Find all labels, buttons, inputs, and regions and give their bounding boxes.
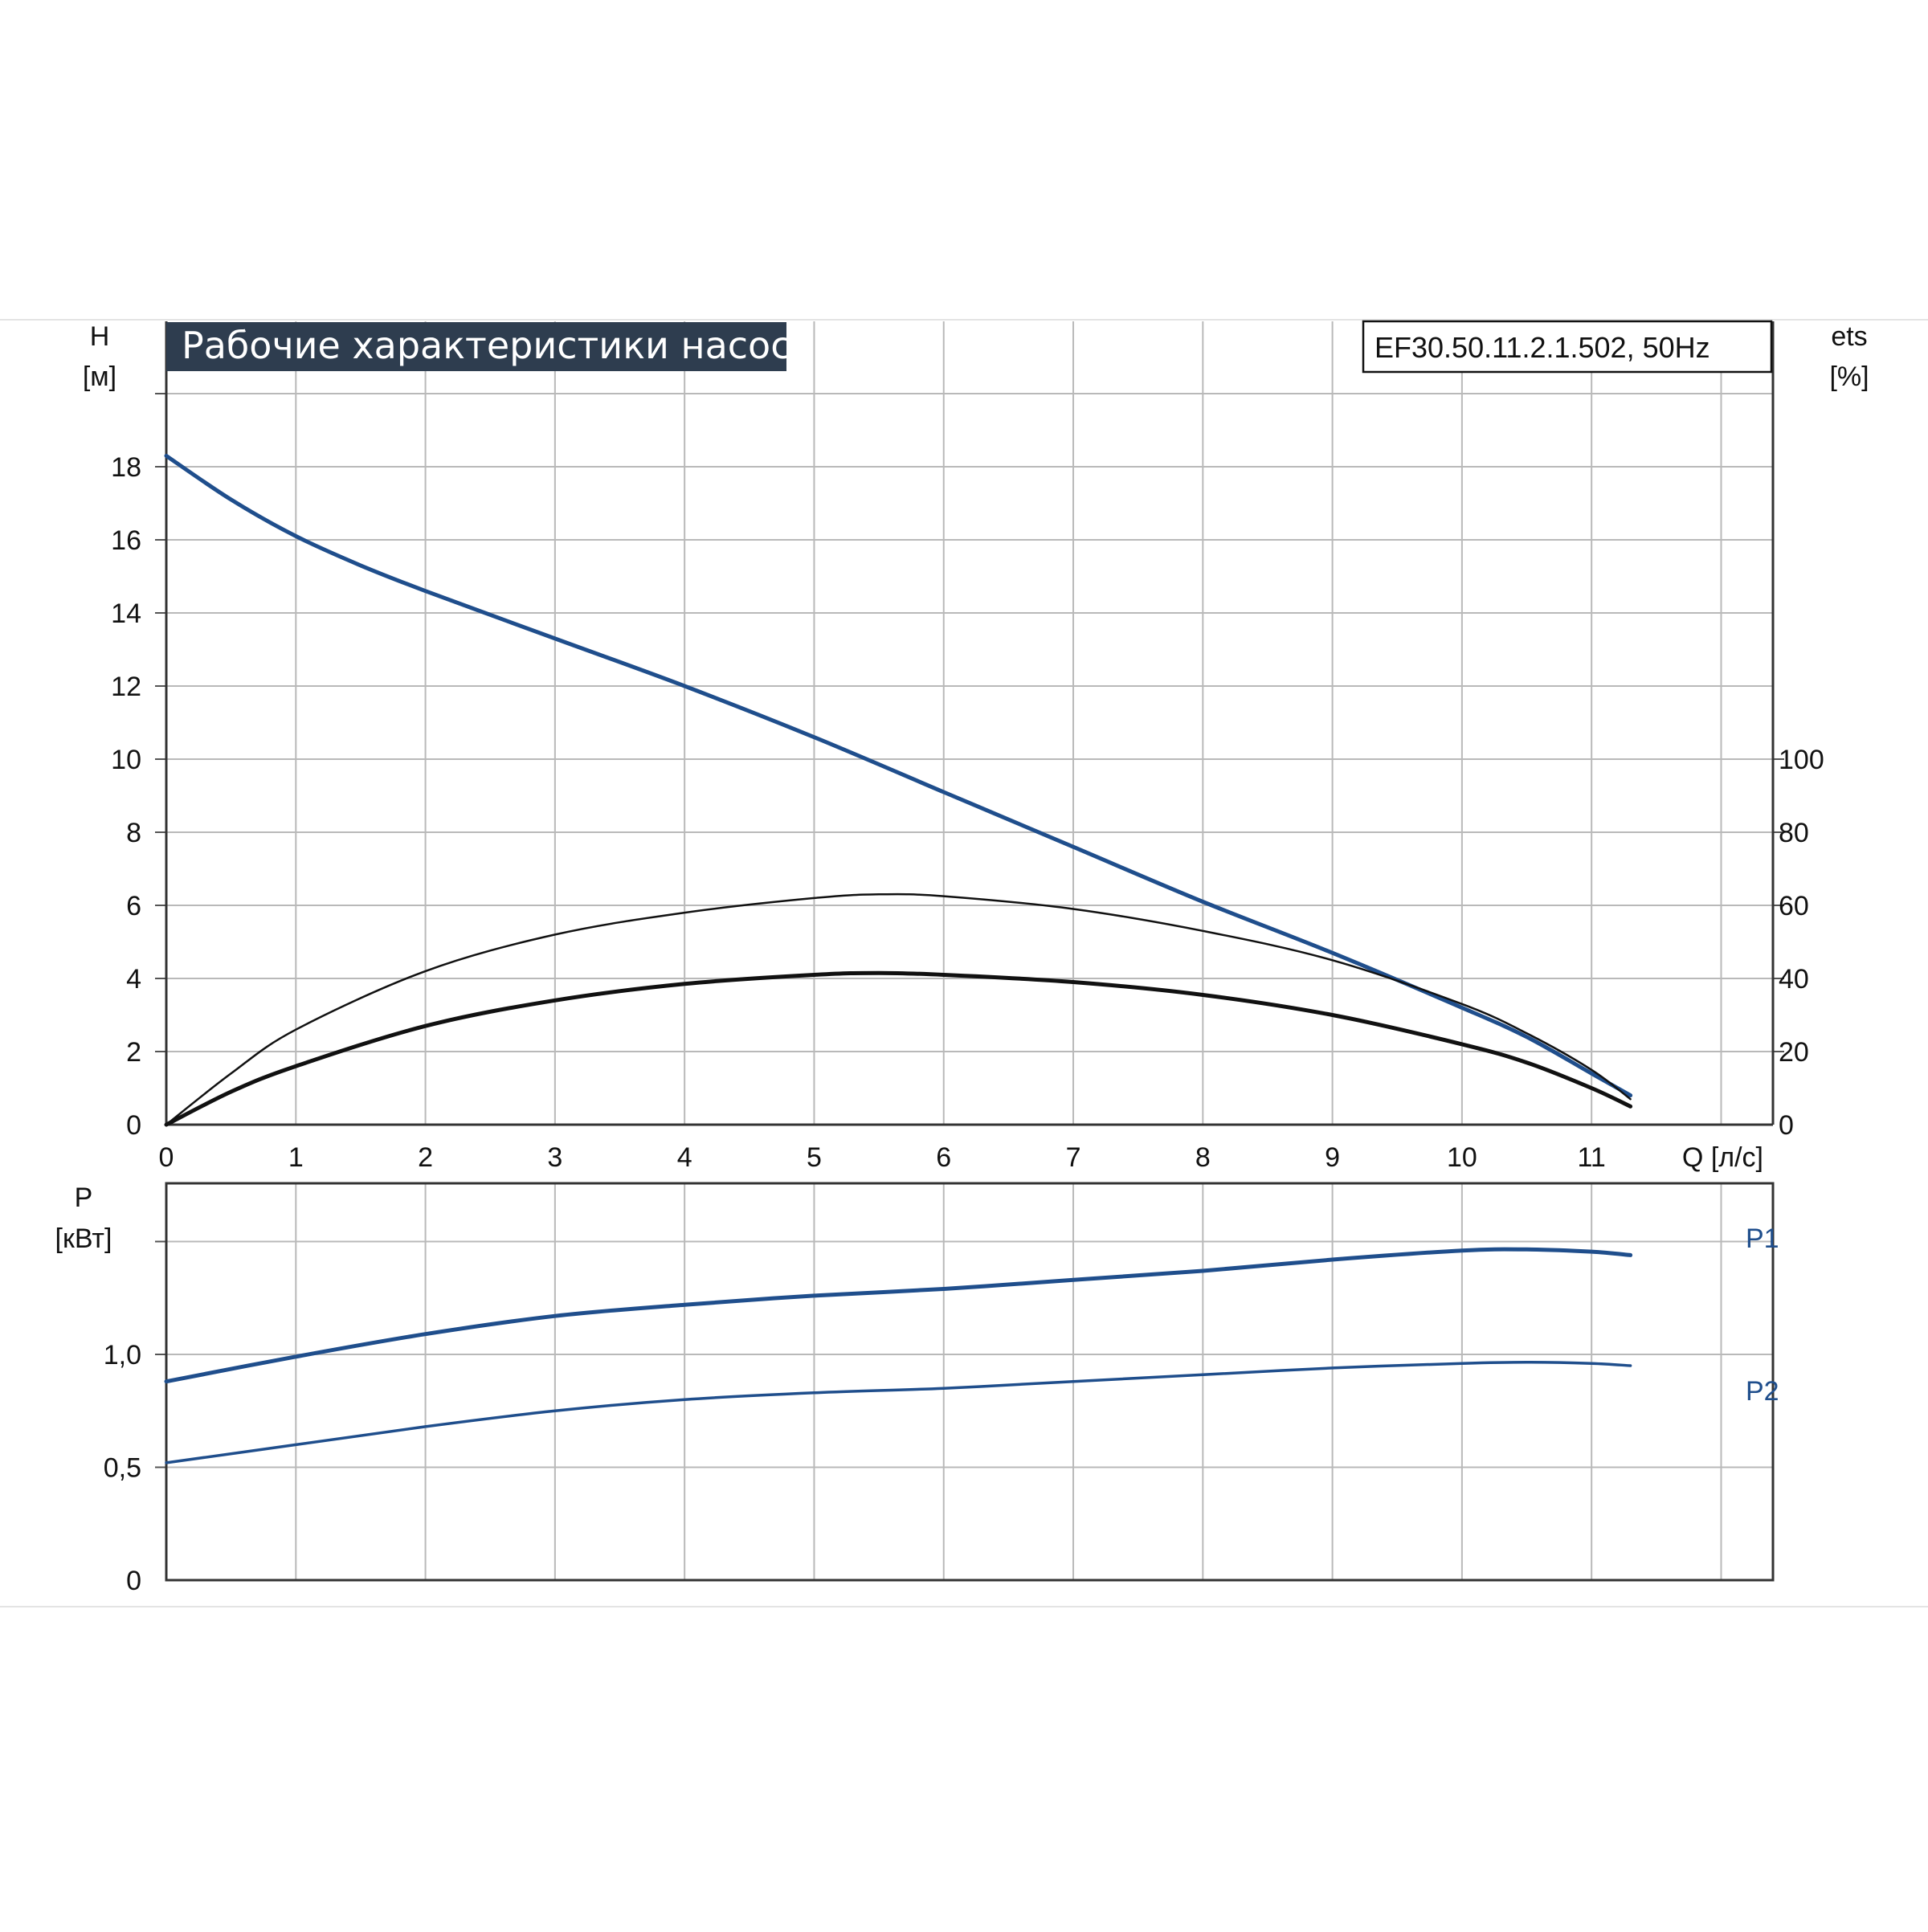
head-efficiency-grid	[155, 321, 1784, 1125]
chart-title: Рабочие характеристики насоса	[182, 324, 814, 367]
left-y-tick-label: 10	[111, 745, 141, 775]
right-y-tick-label: 80	[1779, 818, 1809, 848]
left-y-tick-label: 2	[126, 1037, 141, 1068]
x-tick-label: 7	[1066, 1142, 1081, 1173]
left-y-tick-label: 12	[111, 672, 141, 702]
power-y-tick-label: 0,5	[104, 1453, 141, 1484]
power-series	[164, 1247, 1633, 1464]
right-y-tick-label: 0	[1779, 1110, 1794, 1141]
left-y-tick-label: 8	[126, 818, 141, 848]
series-label-p1: P1	[1746, 1223, 1779, 1254]
left-y-tick-label: 14	[111, 598, 141, 629]
left-axis-title-symbol: H	[90, 321, 110, 352]
series-label-p2: P2	[1746, 1376, 1779, 1407]
power-curve-p1	[164, 1247, 1633, 1384]
x-tick-label: 6	[936, 1142, 951, 1173]
power-grid	[155, 1183, 1773, 1580]
efficiency-curve-lower	[164, 970, 1633, 1127]
power-y-tick-label: 0	[126, 1566, 141, 1596]
x-tick-label: 2	[418, 1142, 433, 1173]
x-tick-label: 8	[1195, 1142, 1211, 1173]
x-tick-label: 1	[288, 1142, 304, 1173]
x-tick-labels: 0 1 2 3 4 5 6 7 8 9 10 11	[159, 1142, 1606, 1173]
left-y-tick-label: 4	[126, 964, 141, 995]
plot-frames	[165, 321, 1775, 1582]
left-y-tick-label: 16	[111, 525, 141, 556]
left-y-tick-label: 6	[126, 891, 141, 921]
right-axis-title-unit: [%]	[1829, 361, 1869, 392]
power-curve-p2	[165, 1361, 1632, 1464]
power-y-tick-label: 1,0	[104, 1340, 141, 1370]
right-y-tick-label: 100	[1779, 745, 1824, 775]
x-tick-label: 10	[1447, 1142, 1477, 1173]
model-label: EF30.50.11.2.1.502, 50Hz	[1375, 331, 1710, 364]
right-y-tick-label: 20	[1779, 1037, 1809, 1068]
power-axis-title-unit: [кВт]	[55, 1223, 112, 1254]
power-axis-title-symbol: P	[75, 1182, 93, 1213]
right-y-tick-label: 60	[1779, 891, 1809, 921]
model-label-box	[1362, 320, 1773, 374]
left-y-tick-label: 18	[111, 452, 141, 483]
right-y-tick-labels: 0 20 40 60 80 100	[1779, 745, 1824, 1141]
right-axis-title-symbol: ets	[1831, 321, 1867, 352]
x-tick-label: 11	[1578, 1142, 1606, 1173]
head-efficiency-series	[164, 453, 1633, 1127]
x-tick-label: 3	[547, 1142, 562, 1173]
x-tick-label: 4	[677, 1142, 692, 1173]
efficiency-curve-upper	[165, 892, 1632, 1126]
left-y-tick-labels: 0 2 4 6 8 10 12 14 16 18	[111, 452, 141, 1141]
left-axis-title-unit: [м]	[83, 361, 116, 392]
x-tick-label: 9	[1325, 1142, 1340, 1173]
power-y-tick-labels: 0 0,5 1,0	[104, 1340, 141, 1596]
head-curve	[164, 453, 1633, 1098]
title-background	[166, 322, 786, 371]
right-y-tick-label: 40	[1779, 964, 1809, 995]
x-tick-label: 5	[807, 1142, 822, 1173]
x-axis-title: Q [л/с]	[1682, 1142, 1763, 1173]
power-plot-frame	[165, 1182, 1775, 1582]
left-y-tick-label: 0	[126, 1110, 141, 1141]
x-tick-label: 0	[159, 1142, 174, 1173]
